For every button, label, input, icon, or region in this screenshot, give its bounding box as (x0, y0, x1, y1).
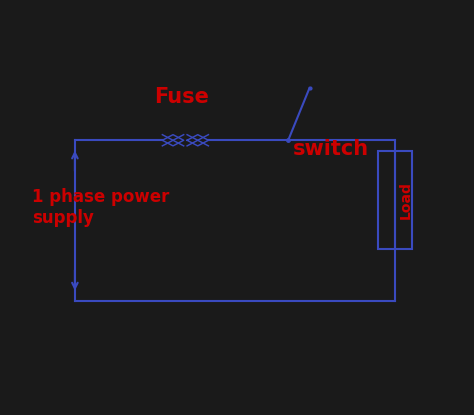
Bar (378, 151, 412, 249)
Text: Fuse: Fuse (154, 87, 209, 107)
Text: Load: Load (399, 181, 412, 219)
Text: 1 phase power
supply: 1 phase power supply (32, 188, 170, 227)
Text: switch: switch (292, 139, 369, 159)
